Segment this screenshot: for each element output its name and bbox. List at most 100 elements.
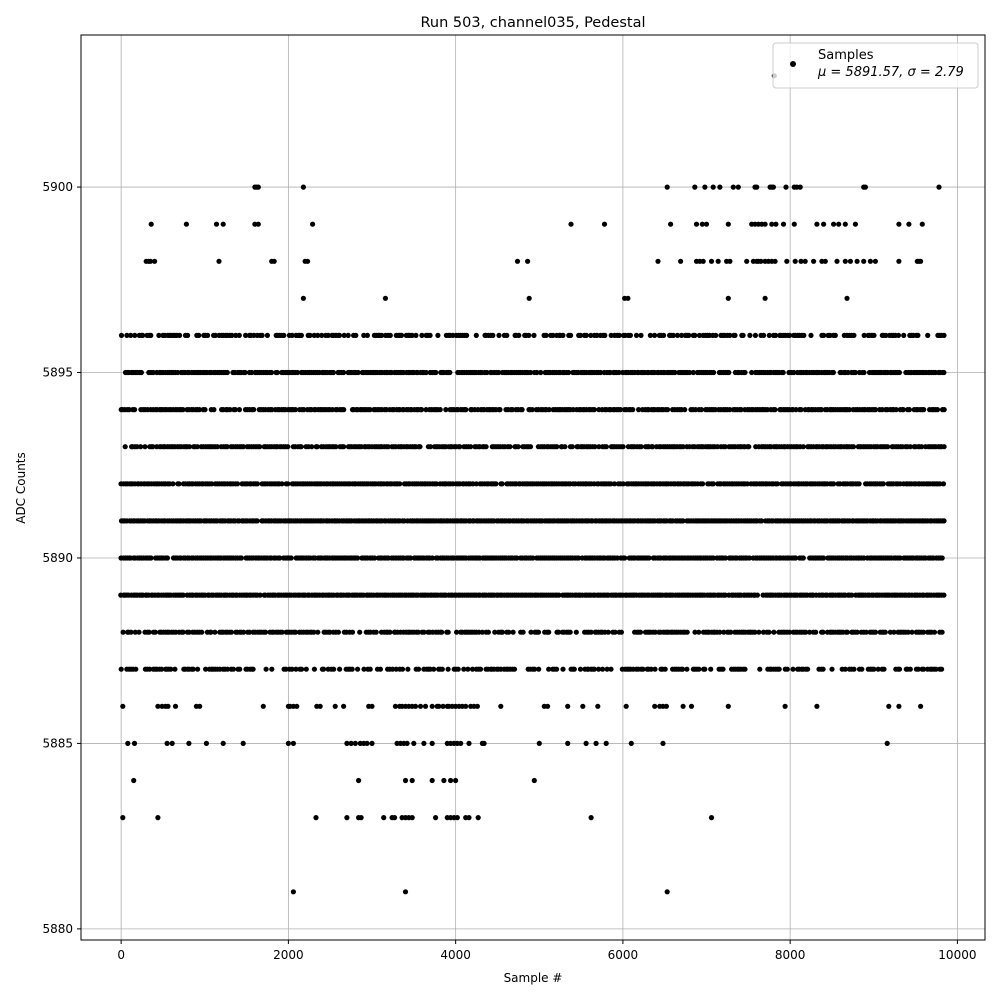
sample-point bbox=[148, 555, 154, 561]
sample-point bbox=[289, 332, 295, 338]
sample-point bbox=[627, 332, 634, 338]
sample-point bbox=[315, 332, 321, 338]
y-tick-label: 5890 bbox=[42, 551, 73, 565]
sample-point bbox=[298, 332, 304, 338]
sample-point bbox=[600, 666, 606, 672]
sample-point bbox=[717, 629, 723, 635]
sample-point bbox=[842, 666, 848, 672]
sample-point bbox=[896, 221, 902, 227]
sample-point bbox=[354, 555, 361, 561]
sample-point bbox=[398, 332, 405, 338]
sample-point bbox=[797, 184, 803, 190]
sample-point bbox=[660, 740, 666, 747]
sample-point bbox=[230, 666, 236, 672]
sample-point bbox=[770, 184, 777, 190]
sample-point bbox=[190, 666, 196, 672]
sample-point bbox=[747, 332, 753, 338]
sample-point bbox=[156, 332, 162, 338]
sample-point bbox=[232, 407, 238, 413]
sample-point bbox=[186, 444, 193, 450]
sample-point bbox=[744, 258, 750, 264]
sample-point bbox=[782, 703, 788, 709]
sample-point bbox=[255, 221, 261, 227]
sample-point bbox=[592, 444, 598, 450]
sample-point bbox=[591, 407, 597, 413]
x-tick-label: 10000 bbox=[938, 948, 976, 962]
sample-point bbox=[939, 555, 945, 561]
sample-point bbox=[498, 703, 504, 709]
sample-point bbox=[124, 332, 130, 338]
sample-point bbox=[433, 369, 439, 376]
sample-point bbox=[445, 666, 451, 672]
sample-point bbox=[849, 592, 855, 598]
sample-point bbox=[148, 332, 154, 338]
sample-point bbox=[294, 703, 300, 709]
sample-point bbox=[205, 332, 211, 338]
sample-point bbox=[906, 221, 912, 227]
sample-point bbox=[293, 666, 299, 672]
sample-point bbox=[554, 444, 560, 450]
sample-point bbox=[429, 777, 435, 784]
sample-point bbox=[345, 332, 351, 338]
sample-point bbox=[820, 666, 826, 672]
sample-point bbox=[897, 555, 903, 561]
sample-point bbox=[529, 407, 535, 413]
sample-point bbox=[679, 332, 685, 338]
sample-point bbox=[214, 444, 220, 450]
sample-point bbox=[224, 666, 231, 672]
sample-point bbox=[710, 555, 716, 561]
sample-point bbox=[138, 369, 144, 376]
sample-point bbox=[598, 369, 604, 376]
sample-point bbox=[404, 740, 410, 747]
sample-point bbox=[909, 629, 915, 635]
sample-point bbox=[409, 332, 415, 338]
sample-point bbox=[464, 332, 470, 338]
sample-point bbox=[485, 629, 491, 635]
sample-point bbox=[725, 703, 731, 709]
sample-point bbox=[622, 555, 628, 561]
sample-point bbox=[738, 407, 744, 413]
sample-point bbox=[484, 369, 490, 376]
sample-point bbox=[783, 184, 789, 190]
sample-point bbox=[674, 332, 681, 338]
sample-point bbox=[887, 629, 894, 635]
sample-point bbox=[268, 369, 275, 376]
sample-point bbox=[766, 332, 772, 338]
sample-point bbox=[784, 666, 790, 672]
sample-point bbox=[288, 555, 294, 561]
sample-point bbox=[241, 629, 247, 635]
sample-point bbox=[862, 184, 869, 190]
sample-point bbox=[473, 332, 479, 338]
sample-point bbox=[126, 407, 132, 413]
sample-point bbox=[608, 666, 614, 672]
sample-point bbox=[941, 407, 947, 413]
sample-point bbox=[285, 444, 291, 450]
x-tick-label: 4000 bbox=[440, 948, 471, 962]
sample-point bbox=[180, 407, 186, 413]
sample-point bbox=[180, 592, 186, 598]
sample-point bbox=[319, 332, 325, 338]
sample-point bbox=[441, 777, 447, 784]
sample-point bbox=[591, 666, 597, 672]
sample-point bbox=[939, 666, 945, 672]
sample-point bbox=[698, 407, 705, 413]
sample-point bbox=[169, 740, 175, 747]
sample-point bbox=[746, 555, 753, 561]
sample-point bbox=[387, 332, 393, 338]
sample-point bbox=[618, 629, 625, 635]
sample-point bbox=[602, 332, 608, 338]
sample-point bbox=[646, 555, 652, 561]
sample-point bbox=[496, 332, 502, 338]
sample-point bbox=[133, 666, 139, 672]
sample-point bbox=[392, 815, 398, 821]
sample-point bbox=[186, 629, 192, 635]
sample-point bbox=[525, 258, 531, 264]
sample-point bbox=[608, 481, 614, 487]
sample-point bbox=[240, 444, 246, 450]
sample-point bbox=[616, 369, 622, 376]
sample-point bbox=[708, 815, 715, 821]
sample-point bbox=[332, 703, 338, 709]
sample-point bbox=[684, 629, 690, 635]
sample-point bbox=[463, 407, 469, 413]
sample-point bbox=[638, 332, 644, 338]
